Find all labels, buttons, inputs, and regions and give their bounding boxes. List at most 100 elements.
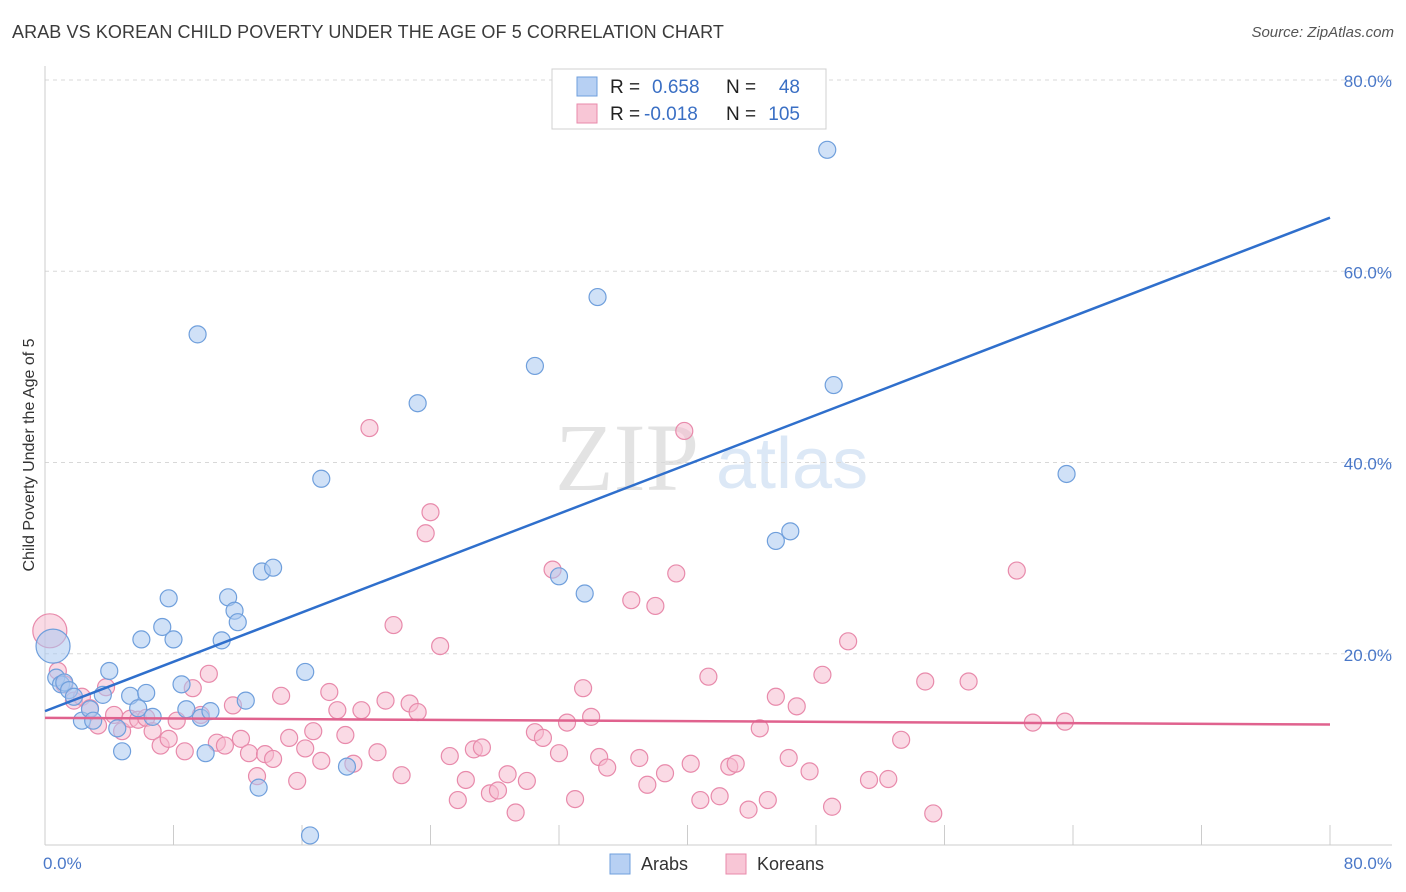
korean-point (565, 789, 585, 809)
arab-point (408, 394, 427, 413)
arab-point (575, 584, 594, 603)
bottom-legend-arabs: Arabs (641, 854, 688, 874)
korean-point (304, 722, 323, 741)
arab-point (228, 613, 247, 632)
korean-point (472, 738, 491, 757)
watermark-atlas: atlas (716, 424, 868, 504)
chart-title: ARAB VS KOREAN CHILD POVERTY UNDER THE A… (12, 22, 724, 42)
korean-point (710, 787, 729, 806)
korean-point (352, 701, 371, 720)
korean-point (288, 771, 307, 791)
arab-point (588, 287, 607, 307)
korean-point (215, 736, 234, 755)
korean-point (517, 771, 536, 791)
arab-point (143, 707, 162, 726)
arab-point (337, 757, 357, 776)
arab-point (296, 662, 315, 682)
arabs-trend-line (44, 216, 1331, 713)
korean-point (498, 765, 517, 784)
arab-point (35, 628, 71, 664)
korean-point (598, 758, 617, 777)
arab-point (312, 469, 331, 488)
grid (45, 79, 1392, 655)
korean-point (573, 679, 593, 698)
korean-point (726, 754, 745, 773)
x-tick-label-max: 80.0% (1344, 854, 1392, 873)
korean-point (750, 719, 769, 738)
arab-point (159, 589, 178, 608)
arab-point (137, 683, 156, 703)
korean-point (699, 667, 718, 686)
arab-point (263, 558, 283, 577)
korean-point (739, 800, 758, 819)
korean-point (879, 769, 898, 789)
korean-point (312, 751, 331, 770)
arab-point (525, 356, 545, 376)
korean-point (376, 691, 395, 710)
trend-lines (44, 216, 1331, 726)
arab-point (112, 742, 132, 761)
korean-point (199, 664, 218, 683)
y-axis-label: Child Poverty Under the Age of 5 (21, 338, 38, 571)
legend-frame (551, 68, 827, 130)
arab-point (824, 375, 843, 395)
korean-point (384, 615, 403, 635)
arab-point (188, 325, 207, 344)
korean-point (488, 781, 508, 800)
korean-point (392, 766, 411, 785)
arab-point (132, 630, 151, 649)
arab-point (108, 719, 127, 738)
korean-point (924, 804, 943, 823)
korean-point (231, 729, 251, 748)
legend-r-label-koreans: R = (610, 104, 640, 125)
x-ticks (173, 825, 1331, 845)
korean-point (336, 725, 355, 745)
korean-point (1055, 712, 1075, 731)
y-tick-label: 80.0% (1344, 72, 1392, 91)
korean-point (557, 713, 577, 732)
arab-point (249, 778, 268, 797)
korean-point (159, 729, 178, 748)
arab-point (549, 567, 569, 586)
arab-point (1057, 464, 1076, 484)
arab-point (129, 699, 148, 718)
koreans-points (32, 418, 1075, 823)
arab-point (196, 744, 215, 763)
korean-point (813, 665, 832, 684)
source-label: Source: ZipAtlas.com (1251, 24, 1394, 41)
y-tick-label: 20.0% (1344, 646, 1392, 665)
korean-point (421, 503, 440, 522)
korean-point (272, 686, 291, 705)
korean-point (549, 744, 569, 763)
arab-point (781, 522, 800, 541)
korean-point (280, 728, 299, 748)
y-tick-label: 60.0% (1344, 263, 1392, 282)
y-tick-label: 40.0% (1344, 455, 1392, 474)
korean-point (655, 764, 675, 783)
legend-r-label-arabs: R = (610, 77, 640, 98)
korean-point (622, 591, 641, 610)
y-tick-labels: 20.0% 40.0% 60.0% 80.0% (1344, 72, 1392, 665)
korean-point (916, 672, 935, 691)
arab-point (100, 661, 119, 681)
korean-point (328, 701, 347, 720)
korean-point (456, 770, 475, 790)
korean-point (681, 754, 700, 773)
korean-point (691, 790, 710, 810)
korean-point (892, 730, 911, 749)
korean-point (1007, 561, 1026, 580)
arab-point (201, 702, 220, 721)
legend-n-label-arabs: N = (726, 77, 756, 98)
korean-point (758, 790, 777, 810)
arab-point (172, 675, 191, 694)
arab-point (236, 691, 255, 710)
bottom-legend-swatch-koreans (725, 853, 747, 875)
arab-point (766, 531, 785, 551)
watermark-zip: ZIP (555, 404, 699, 511)
korean-point (320, 682, 339, 702)
x-tick-label-min: 0.0% (43, 854, 82, 873)
korean-point (263, 749, 283, 769)
korean-point (766, 687, 785, 706)
korean-point (859, 770, 879, 790)
bottom-legend: Arabs Koreans (609, 853, 824, 875)
